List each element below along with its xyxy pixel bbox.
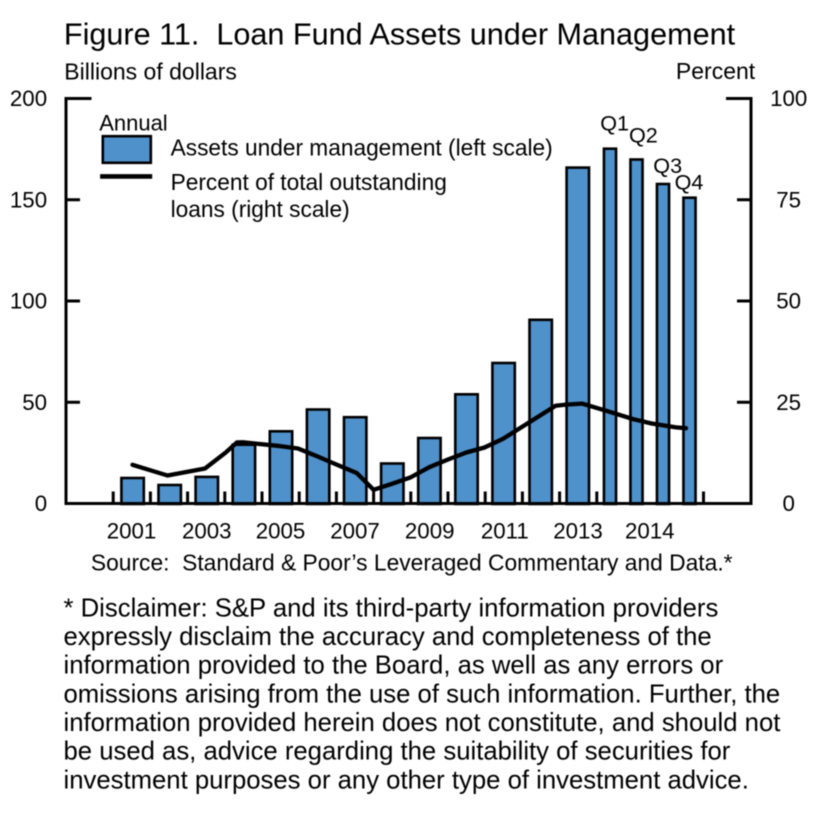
svg-text:2013: 2013 xyxy=(553,519,603,544)
svg-text:2003: 2003 xyxy=(182,519,232,544)
svg-text:information provided to the Bo: information provided to the Board, as we… xyxy=(64,652,724,680)
svg-text:Q1: Q1 xyxy=(600,111,629,136)
svg-text:Q4: Q4 xyxy=(675,170,704,195)
svg-text:50: 50 xyxy=(776,289,801,314)
svg-text:Percent: Percent xyxy=(676,58,756,84)
svg-text:2009: 2009 xyxy=(405,519,455,544)
svg-text:Percent of total outstanding: Percent of total outstanding xyxy=(171,169,447,195)
svg-text:25: 25 xyxy=(776,390,801,415)
svg-text:100: 100 xyxy=(10,289,47,314)
svg-text:information provided herein do: information provided herein does not con… xyxy=(64,709,781,737)
svg-text:Annual: Annual xyxy=(99,110,168,135)
svg-text:Q2: Q2 xyxy=(629,123,658,148)
svg-text:50: 50 xyxy=(22,390,47,415)
svg-text:omissions arising from the use: omissions arising from the use of such i… xyxy=(64,680,781,708)
svg-text:200: 200 xyxy=(10,86,47,111)
svg-text:be used as, advice regarding t: be used as, advice regarding the suitabi… xyxy=(64,738,731,766)
svg-text:Assets under management (left: Assets under management (left scale) xyxy=(171,135,553,161)
svg-text:* Disclaimer: S&P and its thir: * Disclaimer: S&P and its third-party in… xyxy=(64,594,719,622)
svg-text:0: 0 xyxy=(35,491,47,516)
svg-text:Figure 11. Loan Fund Assets u: Figure 11. Loan Fund Assets under Manage… xyxy=(64,18,736,52)
svg-text:expressly disclaim the accurac: expressly disclaim the accuracy and comp… xyxy=(64,623,712,651)
svg-text:Source: Standard & Poor’s Lev: Source: Standard & Poor’s Leveraged Comm… xyxy=(91,550,733,576)
svg-text:0: 0 xyxy=(782,491,794,516)
svg-text:100: 100 xyxy=(770,86,807,111)
svg-text:2001: 2001 xyxy=(107,519,157,544)
svg-text:Billions of dollars: Billions of dollars xyxy=(64,59,237,85)
svg-text:investment purposes or any oth: investment purposes or any other type of… xyxy=(64,766,749,794)
svg-text:Q3: Q3 xyxy=(653,153,682,178)
svg-text:loans (right scale): loans (right scale) xyxy=(171,196,350,222)
svg-text:2007: 2007 xyxy=(330,519,380,544)
svg-text:150: 150 xyxy=(10,187,47,212)
svg-text:2005: 2005 xyxy=(256,519,306,544)
svg-text:75: 75 xyxy=(776,187,801,212)
svg-text:2011: 2011 xyxy=(481,519,529,544)
svg-text:2014: 2014 xyxy=(625,519,675,544)
